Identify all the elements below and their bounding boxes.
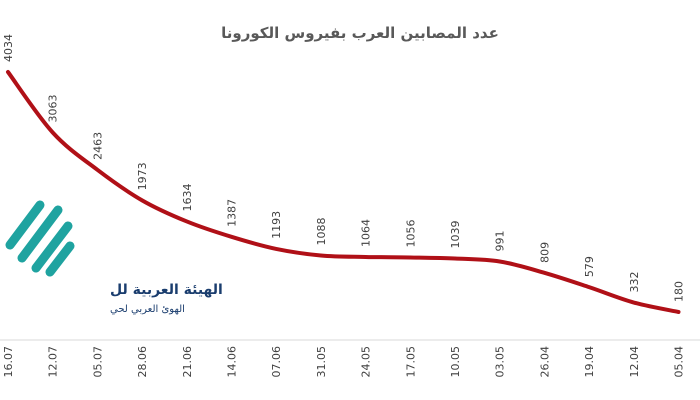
x-tick-label: 07.06 bbox=[270, 346, 283, 378]
data-label: 2463 bbox=[91, 132, 104, 160]
data-label: 1088 bbox=[315, 217, 328, 245]
x-tick-label: 14.06 bbox=[226, 346, 239, 378]
x-tick-label: 05.04 bbox=[673, 346, 686, 378]
logo-mark bbox=[5, 200, 75, 277]
x-tick-label: 21.06 bbox=[181, 346, 194, 378]
data-label: 1039 bbox=[449, 221, 462, 249]
chart-title: عدد المصابين العرب بفيروس الكورونا bbox=[221, 24, 499, 42]
x-tick-label: 28.06 bbox=[136, 346, 149, 378]
x-tick-label: 12.04 bbox=[628, 346, 641, 378]
data-line bbox=[6, 70, 681, 314]
x-tick-label: 31.05 bbox=[315, 346, 328, 378]
logo-subtitle: الهوئ العربي لحي bbox=[110, 304, 185, 315]
x-tick-label: 12.07 bbox=[47, 346, 60, 378]
data-label: 1193 bbox=[270, 211, 283, 239]
data-label: 1634 bbox=[181, 183, 194, 211]
watermark-logo: الهيئة العربية لل الهوئ العربي لحي bbox=[0, 195, 223, 320]
x-tick-label: 24.05 bbox=[360, 346, 373, 378]
data-label: 1056 bbox=[404, 219, 417, 247]
data-label: 332 bbox=[628, 272, 641, 293]
data-label: 3063 bbox=[47, 94, 60, 122]
data-label: 1973 bbox=[136, 162, 149, 190]
data-label: 991 bbox=[494, 230, 507, 251]
x-tick-label: 10.05 bbox=[449, 346, 462, 378]
data-label: 180 bbox=[673, 281, 686, 302]
x-tick-label: 05.07 bbox=[91, 346, 104, 378]
data-label: 1064 bbox=[360, 219, 373, 247]
x-tick-label: 16.07 bbox=[2, 346, 15, 378]
data-label: 579 bbox=[583, 256, 596, 277]
x-tick-label: 03.05 bbox=[494, 346, 507, 378]
data-label: 4034 bbox=[2, 34, 15, 62]
logo-title: الهيئة العربية لل bbox=[110, 282, 223, 298]
x-tick-label: 17.05 bbox=[404, 346, 417, 378]
x-tick-label: 26.04 bbox=[538, 346, 551, 378]
data-label: 1387 bbox=[226, 199, 239, 227]
data-label: 809 bbox=[538, 242, 551, 263]
x-tick-label: 19.04 bbox=[583, 346, 596, 378]
